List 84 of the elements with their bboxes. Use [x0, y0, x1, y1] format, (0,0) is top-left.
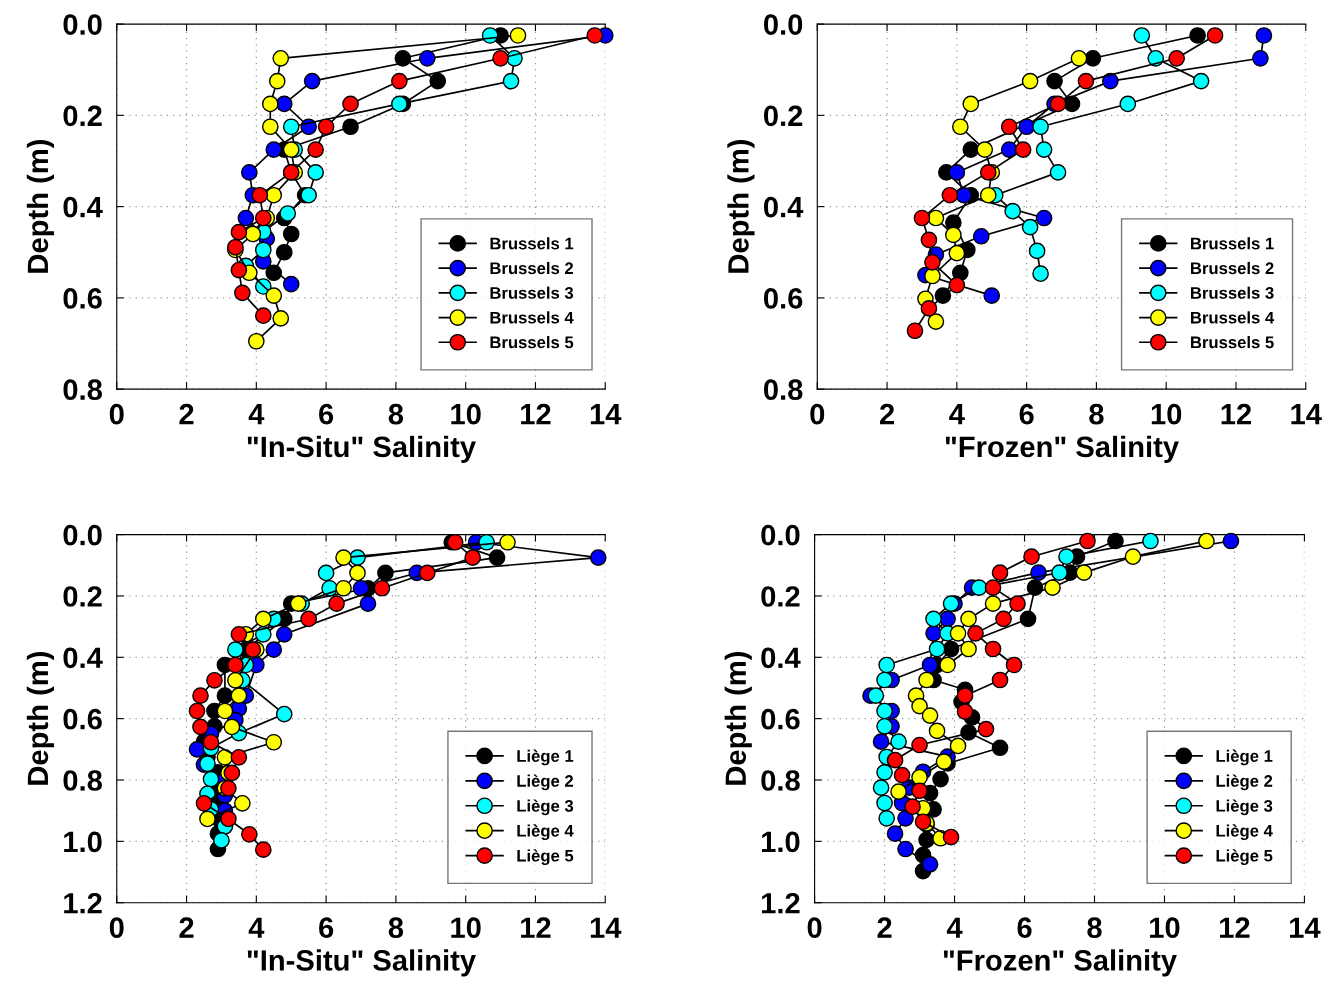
x-tick-label: 12	[521, 917, 551, 938]
y-axis-title: Depth (m)	[724, 652, 752, 785]
y-tick-label: 0.8	[764, 379, 803, 401]
y-axis-title: Depth (m)	[727, 140, 755, 273]
legend-label: Brussels 5	[1191, 336, 1274, 349]
legend-label: Brussels 3	[1191, 286, 1274, 299]
legend-label: Brussels 4	[490, 311, 574, 324]
x-axis-title: "In-Situ" Salinity	[247, 435, 476, 463]
legend-label: Liège 3	[1216, 799, 1273, 816]
legend-label: Liège 4	[1216, 824, 1273, 841]
x-tick-label: 10	[1151, 403, 1182, 425]
y-tick-label: 0.8	[63, 379, 102, 401]
legend-label: Liège 2	[517, 774, 574, 791]
x-tick-label: 4	[248, 917, 265, 938]
y-tick-label: 0.0	[764, 14, 803, 35]
legend-label: Brussels 2	[1191, 261, 1274, 275]
x-tick-label: 2	[879, 403, 895, 425]
y-tick-label: 0.0	[63, 14, 102, 35]
x-axis-title: "Frozen" Salinity	[945, 435, 1179, 463]
x-tick-label: 0	[109, 917, 124, 939]
legend-label: Brussels 3	[490, 286, 574, 299]
y-tick-label: 0.6	[63, 288, 102, 309]
y-tick-label: 1.0	[762, 831, 800, 853]
x-tick-label: 0	[810, 403, 825, 425]
x-tick-label: 0	[109, 403, 124, 425]
x-tick-label: 4	[946, 917, 963, 938]
x-tick-label: 6	[319, 917, 334, 939]
y-tick-label: 1.2	[762, 892, 800, 914]
x-tick-label: 14	[1290, 917, 1321, 938]
x-tick-label: 4	[248, 404, 265, 425]
y-tick-label: 0.6	[764, 288, 803, 309]
x-tick-label: 6	[1017, 917, 1032, 939]
x-tick-label: 8	[388, 403, 404, 425]
y-tick-label: 0.6	[761, 708, 800, 730]
x-axis-title: "Frozen" Salinity	[943, 949, 1177, 977]
x-tick-label: 2	[179, 403, 194, 425]
y-tick-label: 0.4	[764, 196, 804, 218]
x-tick-label: 2	[877, 917, 892, 938]
x-tick-label: 10	[451, 403, 481, 425]
legend-label: Liège 5	[1216, 849, 1273, 865]
x-tick-label: 2	[179, 917, 194, 938]
x-tick-label: 14	[1291, 404, 1322, 425]
y-tick-label: 0.2	[63, 105, 102, 127]
x-tick-label: 6	[1019, 403, 1034, 425]
legend-label: Brussels 1	[490, 237, 574, 250]
legend-label: Brussels 2	[490, 261, 574, 275]
x-tick-label: 10	[1150, 917, 1180, 939]
x-axis-title: "In-Situ" Salinity	[247, 949, 476, 977]
x-tick-label: 14	[590, 917, 622, 938]
legend-label: Liège 3	[517, 799, 574, 816]
y-axis-title: Depth (m)	[26, 652, 54, 785]
x-tick-label: 10	[451, 917, 481, 939]
x-tick-label: 8	[388, 917, 404, 939]
y-tick-label: 0.8	[761, 770, 800, 791]
x-tick-label: 12	[521, 403, 551, 425]
y-tick-label: 1.0	[64, 831, 102, 853]
x-tick-label: 8	[1089, 403, 1104, 425]
y-tick-label: 0.6	[63, 708, 102, 730]
x-tick-label: 0	[807, 917, 822, 939]
legend-label: Liège 5	[517, 849, 574, 865]
x-tick-label: 8	[1087, 917, 1102, 939]
y-tick-label: 0.4	[63, 647, 103, 669]
legend-label: Liège 2	[1216, 774, 1273, 791]
y-tick-label: 0.4	[63, 196, 103, 218]
y-axis-title: Depth (m)	[26, 140, 54, 273]
y-tick-label: 0.2	[63, 586, 102, 607]
x-tick-label: 12	[1220, 917, 1250, 938]
y-tick-label: 0.0	[63, 524, 102, 546]
legend-label: Liège 4	[517, 824, 574, 841]
legend-label: Liège 1	[517, 749, 574, 766]
y-tick-label: 0.8	[63, 770, 102, 791]
y-tick-label: 1.2	[64, 892, 102, 914]
legend-label: Liège 1	[1216, 749, 1273, 766]
x-tick-label: 4	[949, 404, 965, 425]
y-tick-label: 0.2	[761, 586, 800, 607]
legend-label: Brussels 1	[1191, 237, 1274, 250]
x-tick-label: 12	[1221, 403, 1252, 425]
legend-label: Brussels 5	[490, 336, 574, 349]
y-tick-label: 0.4	[761, 647, 801, 669]
x-tick-label: 6	[319, 403, 334, 425]
y-tick-label: 0.2	[764, 105, 803, 127]
y-tick-label: 0.0	[761, 524, 800, 546]
legend-label: Brussels 4	[1191, 311, 1275, 324]
x-tick-label: 14	[590, 404, 622, 425]
